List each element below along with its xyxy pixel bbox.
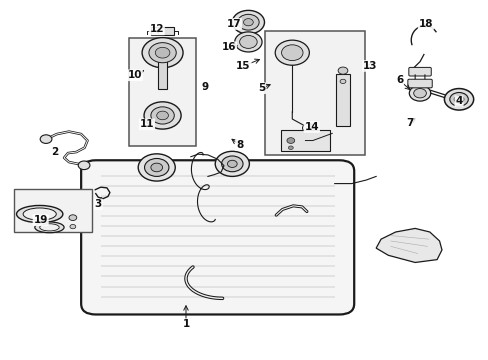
Polygon shape: [375, 228, 441, 262]
Text: 7: 7: [406, 118, 413, 128]
Bar: [151, 27, 174, 35]
Circle shape: [149, 42, 176, 63]
Circle shape: [157, 111, 168, 120]
Text: 4: 4: [454, 96, 462, 106]
Circle shape: [408, 85, 430, 101]
Circle shape: [339, 79, 345, 84]
Circle shape: [453, 96, 463, 103]
Circle shape: [78, 161, 90, 170]
Circle shape: [151, 163, 162, 172]
Circle shape: [40, 135, 52, 143]
Circle shape: [302, 123, 315, 133]
FancyBboxPatch shape: [408, 67, 430, 76]
Text: 15: 15: [236, 61, 250, 71]
Circle shape: [144, 158, 168, 176]
Circle shape: [237, 14, 259, 30]
Circle shape: [449, 93, 468, 106]
Ellipse shape: [23, 208, 56, 220]
Circle shape: [138, 154, 175, 181]
Circle shape: [239, 36, 257, 48]
Text: 17: 17: [226, 19, 241, 29]
Text: 18: 18: [418, 19, 432, 29]
Text: 5: 5: [257, 83, 264, 93]
Text: 14: 14: [304, 122, 319, 132]
FancyBboxPatch shape: [407, 79, 431, 88]
Circle shape: [227, 160, 237, 167]
Circle shape: [243, 19, 253, 26]
Circle shape: [288, 146, 293, 149]
Circle shape: [144, 102, 181, 129]
Text: 19: 19: [33, 215, 48, 225]
Circle shape: [151, 107, 174, 124]
Circle shape: [275, 40, 309, 65]
Bar: [335, 74, 349, 126]
Circle shape: [444, 89, 473, 110]
Ellipse shape: [35, 222, 64, 233]
FancyBboxPatch shape: [81, 160, 353, 315]
Circle shape: [142, 38, 183, 68]
Circle shape: [155, 47, 169, 58]
Text: 3: 3: [94, 199, 102, 210]
Circle shape: [413, 89, 426, 98]
Text: 12: 12: [149, 24, 163, 35]
Text: 9: 9: [202, 82, 209, 93]
Circle shape: [286, 138, 294, 143]
Bar: [281, 130, 329, 151]
Ellipse shape: [17, 206, 63, 223]
Text: 1: 1: [182, 319, 189, 329]
Circle shape: [281, 45, 303, 60]
Ellipse shape: [40, 224, 59, 231]
Bar: [14, 189, 92, 232]
Bar: [129, 39, 196, 146]
Circle shape: [69, 215, 77, 221]
Circle shape: [215, 151, 249, 176]
Text: 10: 10: [127, 70, 142, 80]
Text: 13: 13: [362, 61, 377, 71]
Text: 2: 2: [51, 147, 58, 157]
Circle shape: [337, 67, 347, 74]
Circle shape: [70, 225, 76, 229]
Circle shape: [234, 32, 262, 52]
Text: 6: 6: [395, 75, 403, 85]
Bar: [265, 31, 365, 155]
Bar: [158, 56, 167, 89]
Circle shape: [232, 10, 264, 34]
Text: 16: 16: [221, 42, 236, 52]
Circle shape: [221, 156, 243, 172]
Text: 8: 8: [236, 140, 243, 150]
Text: 11: 11: [140, 120, 154, 129]
